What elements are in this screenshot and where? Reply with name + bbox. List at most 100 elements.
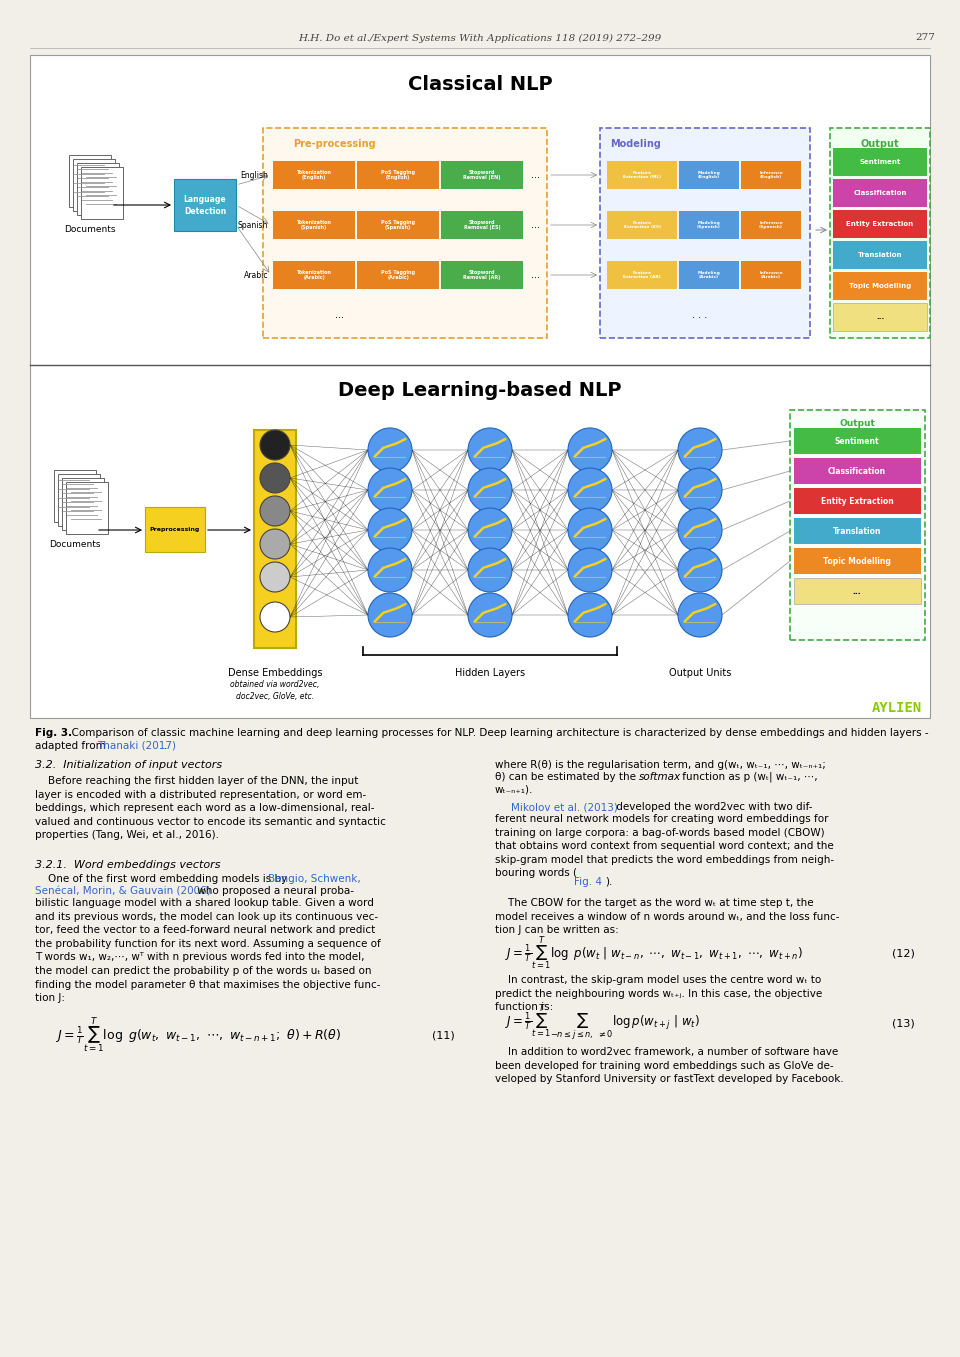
Text: obtained via word2vec,
doc2vec, GloVe, etc.: obtained via word2vec, doc2vec, GloVe, e…	[230, 680, 320, 700]
Text: Mikolov et al. (2013): Mikolov et al. (2013)	[511, 802, 618, 811]
Text: bilistic language model with a shared lookup table. Given a word
and its previou: bilistic language model with a shared lo…	[35, 898, 381, 1003]
Text: Entity Extraction: Entity Extraction	[821, 497, 894, 506]
Text: .: .	[164, 741, 167, 750]
Text: Modeling: Modeling	[610, 138, 660, 149]
Bar	[273, 161, 355, 189]
Bar	[54, 470, 96, 522]
Bar	[30, 56, 930, 718]
Bar	[357, 261, 439, 289]
Text: Documents: Documents	[64, 225, 116, 233]
Text: Language: Language	[183, 194, 227, 204]
Bar	[794, 427, 921, 455]
Text: Dense Embeddings: Dense Embeddings	[228, 668, 323, 678]
Text: θ) can be estimated by the: θ) can be estimated by the	[495, 772, 639, 782]
Circle shape	[468, 468, 512, 512]
Text: . . .: . . .	[692, 309, 708, 320]
Text: In contrast, the skip-gram model uses the centre word wₜ to
predict the neighbou: In contrast, the skip-gram model uses th…	[495, 974, 823, 1012]
Bar	[741, 261, 801, 289]
Bar	[679, 261, 739, 289]
Bar	[833, 148, 927, 176]
Bar	[833, 271, 927, 300]
Bar	[741, 210, 801, 239]
Text: 3.2.1.  Word embeddings vectors: 3.2.1. Word embeddings vectors	[35, 860, 221, 870]
Bar	[441, 161, 523, 189]
Text: Modeling
(English): Modeling (English)	[698, 171, 720, 179]
Text: Thanaki (2017): Thanaki (2017)	[97, 741, 176, 750]
Text: Senécal, Morin, & Gauvain (2006): Senécal, Morin, & Gauvain (2006)	[35, 886, 211, 896]
Circle shape	[468, 548, 512, 592]
Text: English: English	[240, 171, 268, 179]
Text: $J = \frac{1}{T} \sum_{t=1}^{T} \log\ p(w_t\ |\ w_{t-n},\ \cdots,\ w_{t-1},\ w_{: $J = \frac{1}{T} \sum_{t=1}^{T} \log\ p(…	[505, 934, 803, 972]
Bar	[833, 210, 927, 237]
Text: Modeling
(Spanish): Modeling (Spanish)	[697, 221, 721, 229]
Text: Stopword
Removal (ES): Stopword Removal (ES)	[464, 220, 500, 231]
Text: Translation: Translation	[857, 252, 902, 258]
Text: (13): (13)	[892, 1018, 915, 1029]
Text: who proposed a neural proba-: who proposed a neural proba-	[194, 886, 354, 896]
Text: (12): (12)	[892, 949, 915, 958]
Circle shape	[678, 427, 722, 472]
Text: Comparison of classic machine learning and deep learning processes for NLP. Deep: Comparison of classic machine learning a…	[65, 727, 928, 738]
Text: developed the word2vec with two dif-: developed the word2vec with two dif-	[613, 802, 812, 811]
Text: PoS Tagging
(Arabic): PoS Tagging (Arabic)	[381, 270, 415, 281]
Text: Modeling
(Arabic): Modeling (Arabic)	[698, 270, 720, 280]
Text: ...: ...	[335, 309, 345, 320]
Circle shape	[678, 593, 722, 636]
Circle shape	[568, 468, 612, 512]
Text: Feature
Extraction (E5): Feature Extraction (E5)	[623, 221, 660, 229]
Bar	[794, 548, 921, 574]
Circle shape	[568, 593, 612, 636]
Bar	[273, 261, 355, 289]
Bar	[69, 155, 111, 208]
Text: Hidden Layers: Hidden Layers	[455, 668, 525, 678]
Text: Topic Modelling: Topic Modelling	[823, 556, 891, 566]
Text: One of the first word embedding models is by: One of the first word embedding models i…	[35, 874, 291, 883]
Bar	[794, 578, 921, 604]
Text: 3.2.  Initialization of input vectors: 3.2. Initialization of input vectors	[35, 760, 222, 769]
Text: Inference
(Spanish): Inference (Spanish)	[759, 221, 783, 229]
Bar	[66, 482, 108, 535]
Circle shape	[260, 562, 290, 592]
Circle shape	[678, 508, 722, 552]
Bar	[607, 210, 677, 239]
Text: Inference
(English): Inference (English)	[759, 171, 782, 179]
Text: Spanish: Spanish	[238, 220, 268, 229]
Circle shape	[468, 593, 512, 636]
Bar	[679, 161, 739, 189]
Text: $J = \frac{1}{T} \sum_{t=1}^{T} \sum_{-n \leq j \leq n,\ \neq 0} \log p(w_{t+j}\: $J = \frac{1}{T} \sum_{t=1}^{T} \sum_{-n…	[505, 1003, 700, 1044]
Text: Output: Output	[861, 138, 900, 149]
Bar	[833, 179, 927, 208]
Circle shape	[368, 468, 412, 512]
Bar	[62, 478, 104, 531]
Text: Stopword
Removal (EN): Stopword Removal (EN)	[464, 170, 501, 180]
Bar	[830, 128, 930, 338]
Text: Preprocessing: Preprocessing	[150, 528, 200, 532]
Text: Tokenization
(Spanish): Tokenization (Spanish)	[297, 220, 331, 231]
Text: Sentiment: Sentiment	[859, 159, 900, 166]
Text: ...: ...	[876, 313, 884, 320]
Bar	[73, 159, 115, 210]
Bar	[441, 261, 523, 289]
Text: Sentiment: Sentiment	[834, 437, 879, 445]
Circle shape	[368, 508, 412, 552]
Circle shape	[678, 468, 722, 512]
Bar	[174, 179, 236, 231]
Circle shape	[260, 430, 290, 460]
Text: Detection: Detection	[184, 206, 227, 216]
Bar	[794, 518, 921, 544]
Text: Pre-processing: Pre-processing	[293, 138, 375, 149]
Circle shape	[368, 427, 412, 472]
Text: Deep Learning-based NLP: Deep Learning-based NLP	[338, 380, 622, 399]
Bar	[833, 242, 927, 269]
Text: Tokenization
(Arabic): Tokenization (Arabic)	[297, 270, 331, 281]
Text: ferent neural network models for creating word embeddings for
training on large : ferent neural network models for creatin…	[495, 814, 834, 878]
Text: Classification: Classification	[853, 190, 906, 195]
Circle shape	[568, 508, 612, 552]
Text: Arabic: Arabic	[244, 270, 268, 280]
Text: Documents: Documents	[49, 540, 101, 550]
Bar	[607, 161, 677, 189]
Text: $J = \frac{1}{T} \sum_{t=1}^{T} \log\ g(w_t,\ w_{t-1},\ \cdots,\ w_{t-n+1};\ \th: $J = \frac{1}{T} \sum_{t=1}^{T} \log\ g(…	[55, 1015, 342, 1054]
Bar	[600, 128, 810, 338]
Bar	[58, 474, 100, 527]
Bar	[794, 489, 921, 514]
